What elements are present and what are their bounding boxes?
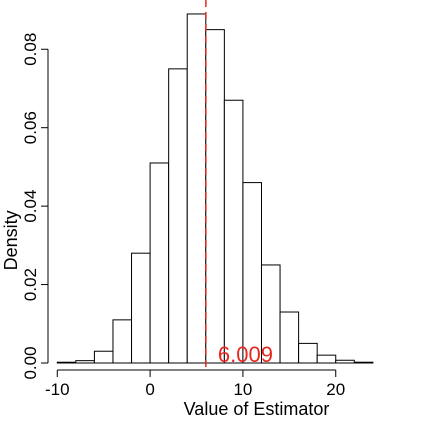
histogram-bar (353, 361, 374, 364)
histogram-bar (316, 354, 337, 364)
histogram-bar (298, 342, 318, 364)
y-tick-label: 0.06 (21, 111, 40, 144)
y-tick-label: 0.00 (21, 346, 40, 379)
histogram-bar (205, 29, 225, 364)
histogram-bar (279, 311, 300, 364)
histogram-bar (186, 13, 207, 364)
x-tick-label: 10 (233, 380, 252, 399)
histogram-bar (93, 350, 114, 364)
y-axis-title: Density (1, 210, 21, 270)
x-axis-ticks: -10 0 10 20 (45, 370, 345, 399)
histogram-bar (168, 68, 188, 364)
x-tick-label: 0 (145, 380, 154, 399)
y-tick-label: 0.08 (21, 33, 40, 66)
histogram-bar (56, 361, 77, 364)
estimate-value-label: 6.009 (218, 342, 273, 367)
histogram-bar (112, 319, 133, 364)
x-tick-label: -10 (45, 380, 70, 399)
y-tick-label: 0.04 (21, 190, 40, 223)
histogram-bars (56, 13, 374, 364)
x-tick-label: 20 (326, 380, 345, 399)
histogram-bar (131, 252, 151, 364)
x-axis-title: Value of Estimator (184, 399, 330, 419)
histogram-bar (149, 162, 170, 364)
histogram-bar (75, 360, 95, 364)
histogram-bar (242, 182, 262, 364)
y-axis-ticks: 0.00 0.02 0.04 0.06 0.08 (21, 33, 48, 380)
histogram-bar (223, 99, 244, 364)
y-tick-label: 0.02 (21, 268, 40, 301)
histogram-bar (335, 359, 355, 364)
